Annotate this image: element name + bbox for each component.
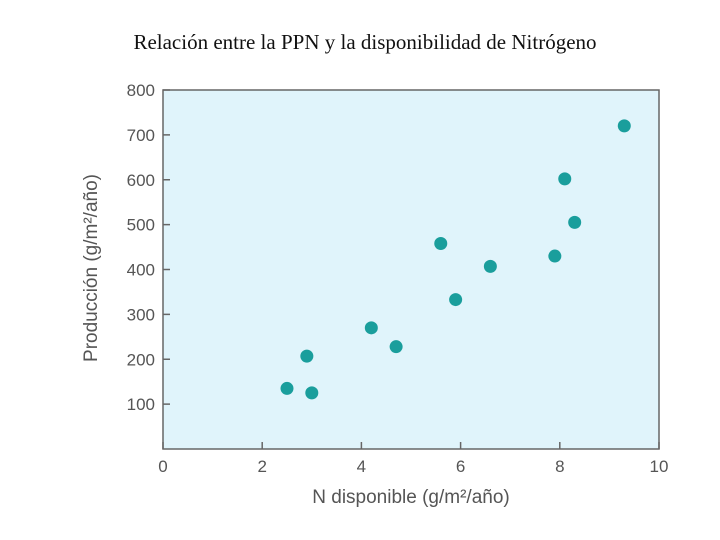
x-tick-label: 8: [555, 457, 564, 476]
y-tick-label: 800: [127, 81, 155, 100]
data-points: [280, 119, 631, 400]
y-tick-label: 100: [127, 395, 155, 414]
y-tick-label: 500: [127, 216, 155, 235]
x-tick-label: 6: [456, 457, 465, 476]
y-tick-label: 400: [127, 261, 155, 280]
data-point: [617, 119, 631, 133]
plot-area: [162, 89, 660, 450]
data-point: [300, 349, 314, 363]
data-point: [568, 215, 582, 229]
y-tick-label: 700: [127, 126, 155, 145]
data-point: [548, 249, 562, 263]
y-tick-label: 600: [127, 171, 155, 190]
data-point: [305, 386, 319, 400]
x-tick-label: 4: [357, 457, 366, 476]
x-axis: 0 2 4 6 8 10: [158, 442, 668, 476]
y-tick-label: 300: [127, 305, 155, 324]
x-axis-label: N disponible (g/m²/año): [312, 487, 509, 508]
x-tick-label: 10: [650, 457, 669, 476]
x-tick-label: 0: [158, 457, 167, 476]
data-point: [558, 172, 572, 186]
data-point: [449, 293, 463, 307]
x-tick-label: 2: [257, 457, 266, 476]
y-axis: 100 200 300 400 500 600 700 800: [127, 81, 170, 414]
data-point: [389, 340, 403, 354]
data-point: [364, 321, 378, 335]
data-point: [280, 381, 294, 395]
y-axis-label: Producción (g/m²/año): [81, 174, 102, 362]
chart-title: Relación entre la PPN y la disponibilida…: [133, 30, 597, 54]
data-point: [434, 236, 448, 250]
data-point: [483, 259, 497, 273]
y-tick-label: 200: [127, 350, 155, 369]
